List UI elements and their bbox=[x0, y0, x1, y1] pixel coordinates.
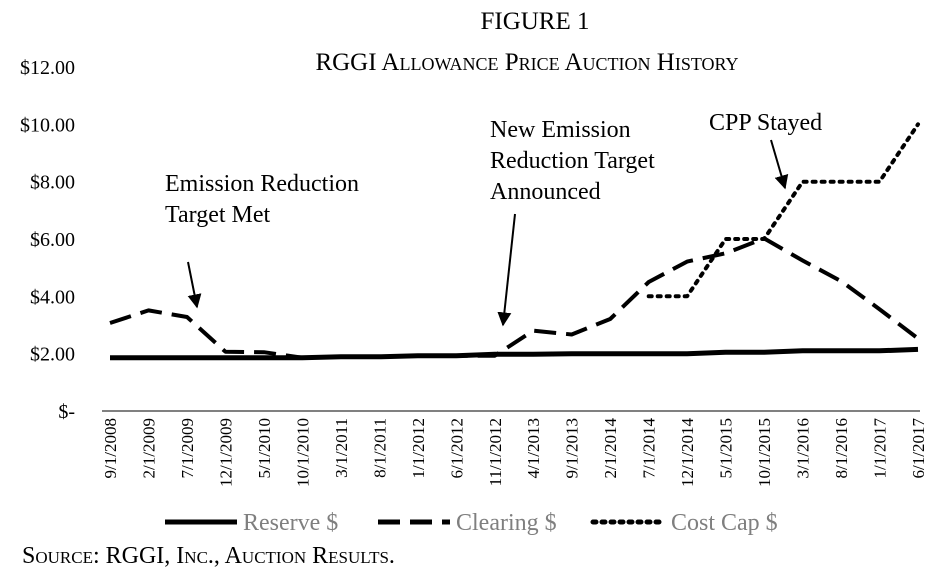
x-tick-label: 4/1/2013 bbox=[524, 418, 543, 478]
y-tick-label: $6.00 bbox=[30, 229, 75, 251]
x-tick-label: 12/1/2009 bbox=[216, 418, 235, 487]
x-tick-label: 3/1/2011 bbox=[332, 418, 351, 478]
legend-label: Reserve $ bbox=[243, 510, 338, 536]
y-tick-label: $12.00 bbox=[20, 57, 75, 79]
legend-label: Cost Cap $ bbox=[671, 510, 778, 536]
annotation-text: Reduction Target bbox=[490, 148, 655, 174]
series-line bbox=[646, 122, 920, 299]
annotation-text: CPP Stayed bbox=[709, 110, 822, 136]
x-tick-label: 3/1/2016 bbox=[794, 418, 813, 478]
annotation-text: New Emission bbox=[490, 117, 631, 143]
x-tick-label: 1/1/2017 bbox=[871, 418, 890, 479]
series-line bbox=[109, 236, 920, 360]
annotation-text: Emission Reduction bbox=[165, 171, 359, 197]
annotation-text: Announced bbox=[490, 179, 601, 205]
x-tick-label: 8/1/2016 bbox=[832, 418, 851, 478]
x-tick-label: 11/1/2012 bbox=[486, 418, 505, 486]
x-tick-label: 10/1/2015 bbox=[755, 418, 774, 487]
x-tick-label: 6/1/2017 bbox=[909, 418, 928, 479]
x-tick-label: 7/1/2009 bbox=[178, 418, 197, 478]
x-tick-label: 7/1/2014 bbox=[640, 418, 659, 479]
annotation-text: Target Met bbox=[165, 202, 271, 228]
arrow bbox=[770, 139, 789, 190]
x-tick-label: 8/1/2011 bbox=[370, 418, 389, 478]
legend-label: Clearing $ bbox=[456, 510, 557, 536]
x-tick-label: 5/1/2010 bbox=[255, 418, 274, 478]
y-tick-label: $10.00 bbox=[20, 114, 75, 136]
x-tick-label: 9/1/2013 bbox=[563, 418, 582, 478]
y-tick-label: $- bbox=[58, 401, 75, 423]
chart-title: FIGURE 1 bbox=[480, 8, 589, 35]
x-tick-label: 9/1/2008 bbox=[101, 418, 120, 478]
y-tick-label: $2.00 bbox=[30, 344, 75, 366]
arrow bbox=[187, 261, 202, 309]
annotation-arrows bbox=[187, 139, 789, 327]
y-tick-label: $8.00 bbox=[30, 172, 75, 194]
x-tick-label: 5/1/2015 bbox=[717, 418, 736, 478]
x-tick-label: 6/1/2012 bbox=[447, 418, 466, 478]
x-tick-label: 10/1/2010 bbox=[293, 418, 312, 487]
x-tick-label: 12/1/2014 bbox=[678, 418, 697, 487]
x-tick-label: 2/1/2014 bbox=[601, 418, 620, 479]
chart-subtitle: RGGI Allowance Price Auction History bbox=[315, 49, 738, 76]
y-tick-label: $4.00 bbox=[30, 286, 75, 308]
x-tick-label: 2/1/2009 bbox=[139, 418, 158, 478]
source-note: Source: RGGI, Inc., Auction Results. bbox=[22, 543, 395, 569]
arrow bbox=[497, 213, 516, 327]
x-tick-label: 1/1/2012 bbox=[409, 418, 428, 478]
series-line bbox=[110, 346, 919, 361]
